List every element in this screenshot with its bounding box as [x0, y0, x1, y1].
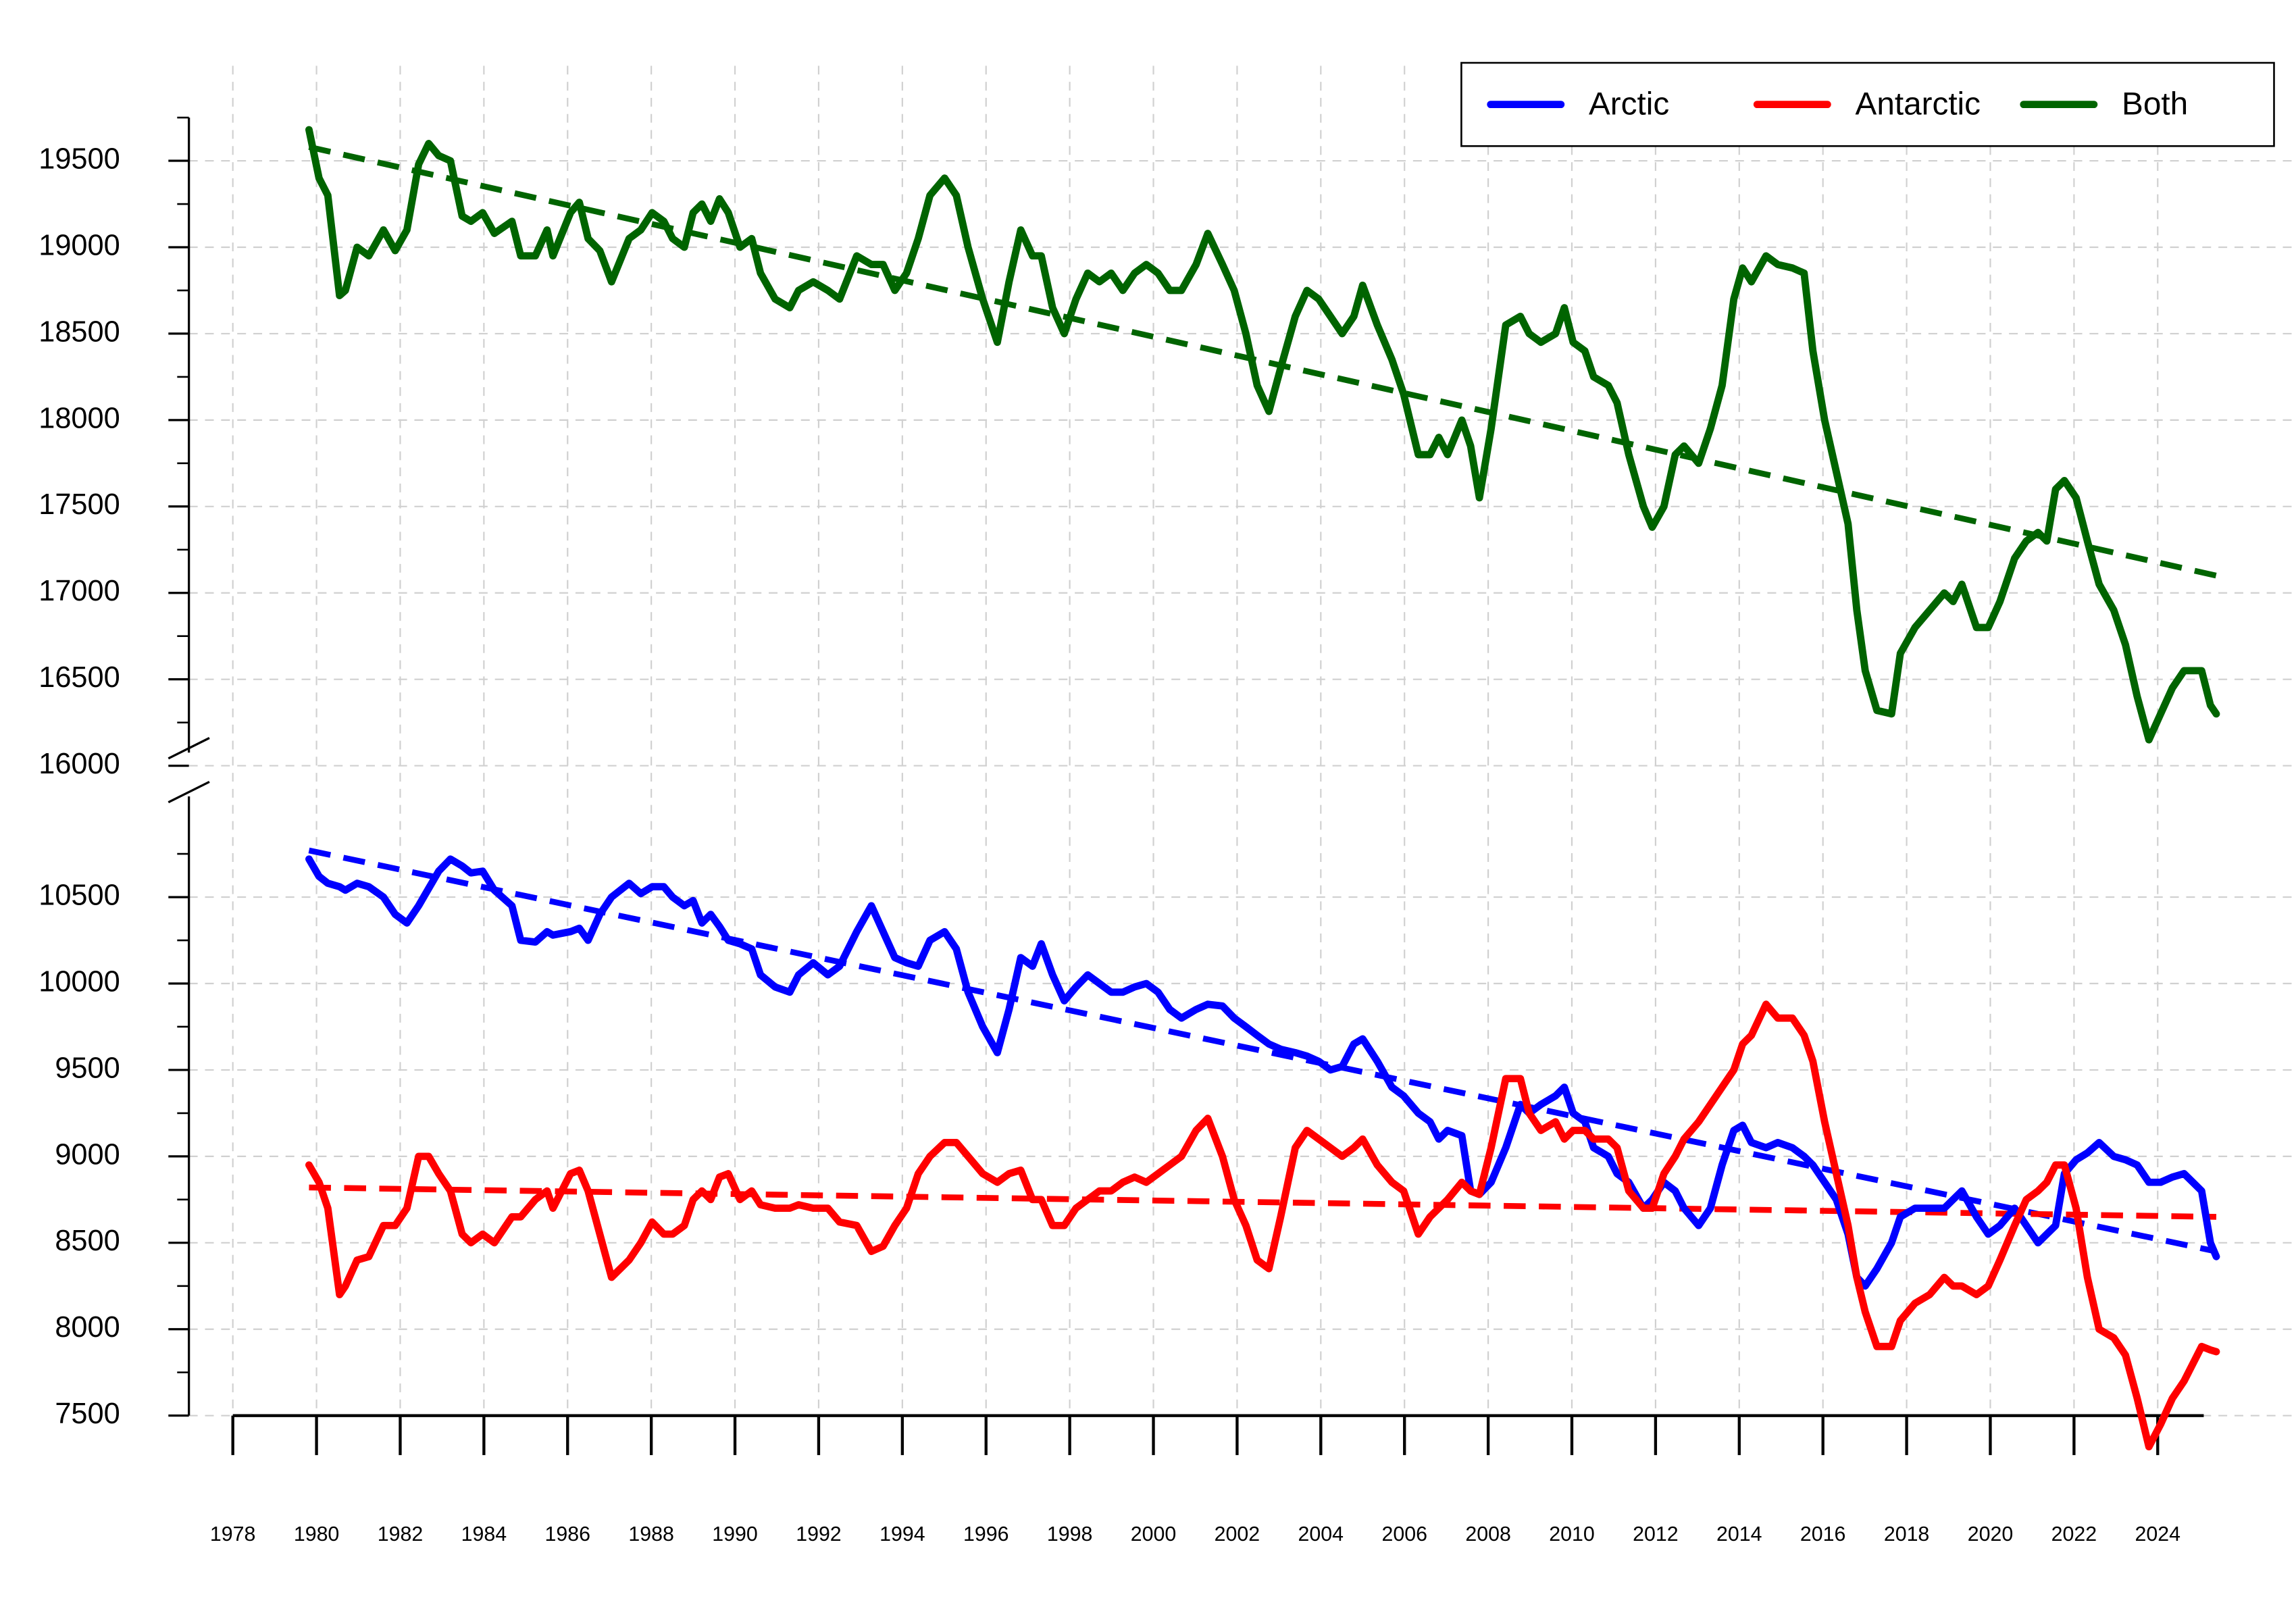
series-line	[305, 126, 2220, 744]
series-line	[305, 855, 2220, 1290]
y-tick-label: 18500	[39, 315, 120, 348]
axes: 7500 8000 8500 9000 9500 10000 10500 16000 16500…	[39, 116, 2204, 1546]
x-tick-label: 2000	[1131, 1523, 1176, 1546]
x-tick-label: 2022	[2051, 1523, 2097, 1546]
trend-line	[308, 144, 2217, 579]
y-tick-label: 8500	[55, 1225, 120, 1257]
x-tick-label: 2020	[1968, 1523, 2013, 1546]
x-tick-label: 2008	[1465, 1523, 1510, 1546]
x-tick-label: 2024	[2135, 1523, 2180, 1546]
legend: Arctic Antarctic Both	[1460, 61, 2275, 147]
y-tick-label: 17000	[39, 575, 120, 607]
x-tick-label: 1980	[294, 1523, 339, 1546]
x-tick-label: 1992	[796, 1523, 841, 1546]
x-tick-label: 1984	[461, 1523, 507, 1546]
legend-label: Arctic	[1589, 86, 1669, 122]
x-tick-label: 1990	[712, 1523, 757, 1546]
legend-label: Antarctic	[1856, 86, 1981, 122]
x-tick-label: 1996	[963, 1523, 1009, 1546]
y-tick-label: 9000	[55, 1138, 120, 1171]
legend-box	[1460, 61, 2275, 147]
x-tick-label: 1978	[210, 1523, 255, 1546]
x-tick-label: 1986	[545, 1523, 590, 1546]
lines	[305, 126, 2220, 1451]
y-tick-label: 10000	[39, 965, 120, 998]
y-tick-label: 9500	[55, 1052, 120, 1084]
legend-label: Both	[2122, 86, 2188, 122]
x-tick-label: 2002	[1215, 1523, 1260, 1546]
x-tick-label: 2014	[1716, 1523, 1762, 1546]
x-tick-label: 1988	[628, 1523, 673, 1546]
trend-line	[309, 1184, 2217, 1220]
x-tick-label: 2018	[1884, 1523, 1929, 1546]
x-tick-label: 1994	[879, 1523, 925, 1546]
y-tick-label: 19000	[39, 229, 120, 261]
y-tick-label: 19500	[39, 143, 120, 176]
trend-line	[308, 847, 2217, 1254]
x-tick-label: 1998	[1047, 1523, 1092, 1546]
y-tick-label: 7500	[55, 1398, 120, 1430]
axis-break-mark	[168, 737, 210, 760]
y-tick-label: 10500	[39, 879, 120, 912]
y-tick-label: 8000	[55, 1311, 120, 1344]
y-tick-label: 16500	[39, 661, 120, 694]
y-tick-label: 16000	[39, 748, 120, 780]
x-tick-label: 2006	[1381, 1523, 1427, 1546]
x-tick-label: 2016	[1800, 1523, 1845, 1546]
y-tick-label: 18000	[39, 402, 120, 434]
x-tick-label: 1982	[378, 1523, 423, 1546]
y-tick-label: 17500	[39, 488, 120, 521]
x-tick-label: 2004	[1298, 1523, 1344, 1546]
x-tick-label: 2010	[1549, 1523, 1594, 1546]
x-tick-label: 2012	[1633, 1523, 1678, 1546]
axis-break-mark	[168, 780, 210, 804]
series-line	[305, 1000, 2220, 1451]
